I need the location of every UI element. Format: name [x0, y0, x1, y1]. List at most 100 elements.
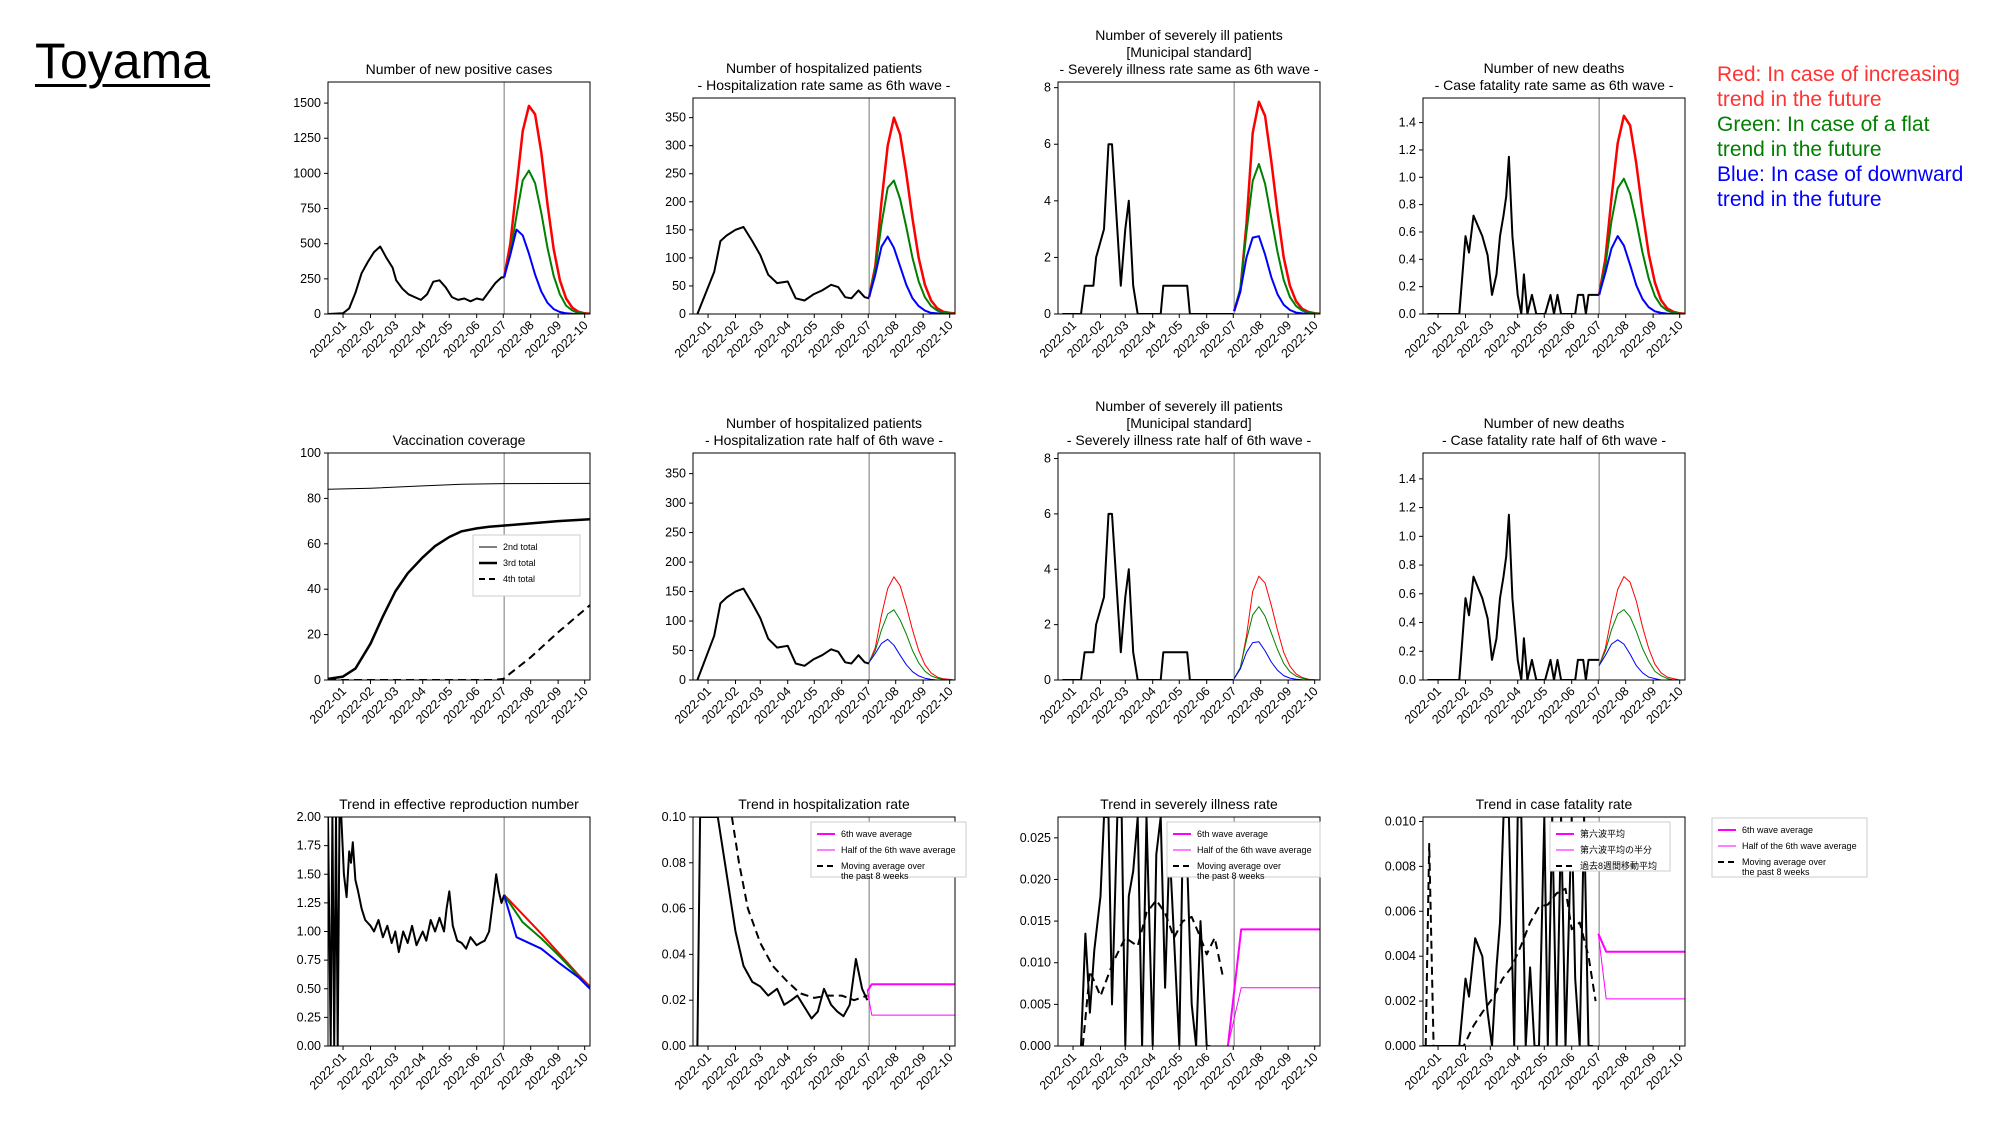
y-tick-label: 750 [300, 202, 321, 216]
legend-note-blue: Blue: In case of downward trend in the f… [1717, 163, 1964, 211]
y-tick-label: 0.020 [1020, 872, 1051, 886]
y-tick-label: 100 [665, 614, 686, 628]
series-line [1233, 575, 1320, 680]
legend-label: 6th wave average [1197, 829, 1268, 839]
color-legend-note: Red: In case of increasing trend in the … [1717, 62, 1963, 212]
legend-label: 6th wave average [1742, 825, 1813, 835]
y-tick-label: 0.0 [1399, 673, 1416, 687]
plot-frame [327, 816, 591, 1047]
legend-label: 3rd total [503, 558, 536, 568]
y-tick-label: 1.4 [1399, 116, 1416, 130]
y-tick-label: 0.008 [1385, 859, 1416, 873]
series-line [730, 817, 868, 1002]
y-tick-label: 8 [1044, 452, 1051, 466]
series-line [1062, 512, 1234, 680]
series-line [503, 894, 590, 988]
y-tick-label: 0.75 [297, 953, 321, 967]
series-line [1233, 641, 1315, 680]
series-line [328, 817, 506, 1046]
series-line [503, 894, 590, 990]
series-line [1233, 235, 1315, 314]
y-tick-label: 0.00 [297, 1039, 321, 1053]
y-tick-label: 300 [665, 139, 686, 153]
chart-p12: Number of hospitalized patients- Hospita… [665, 60, 956, 361]
y-tick-label: 4 [1044, 194, 1051, 208]
chart-title: Trend in severely illness rate [1100, 796, 1278, 812]
series-line [868, 609, 955, 680]
chart-title: - Severely illness rate same as 6th wave… [1059, 61, 1318, 77]
y-tick-label: 350 [665, 467, 686, 481]
y-tick-label: 0.002 [1385, 994, 1416, 1008]
plot-frame [692, 97, 956, 315]
legend-label: 過去8週間移動平均 [1580, 860, 1657, 871]
chart-p31: Trend in effective reproduction number 0.… [297, 796, 591, 1093]
legend-label: Moving average over [841, 861, 925, 871]
legend-label: the past 8 weeks [1197, 871, 1265, 881]
series-line [1232, 100, 1320, 314]
y-tick-label: 200 [665, 195, 686, 209]
chart-p23: Number of severely ill patients[Municipa… [1037, 398, 1321, 727]
series-line [868, 638, 950, 680]
chart-title: Number of severely ill patients [1095, 27, 1283, 43]
y-tick-label: 8 [1044, 81, 1051, 95]
series-line [328, 245, 505, 314]
chart-legend [1166, 821, 1321, 878]
legend-label: 2nd total [503, 542, 538, 552]
y-tick-label: 6 [1044, 137, 1051, 151]
plot-frame [1422, 452, 1686, 681]
series-line [868, 235, 950, 314]
series-line [1427, 155, 1600, 314]
series-line [503, 169, 590, 314]
plot-frame [692, 452, 956, 681]
y-tick-label: 0.025 [1020, 831, 1051, 845]
y-tick-label: 150 [665, 223, 686, 237]
standalone-legend [1711, 817, 1868, 878]
page-title: Toyama [35, 33, 211, 89]
y-tick-label: 250 [665, 167, 686, 181]
y-tick-label: 250 [665, 526, 686, 540]
y-tick-label: 0.8 [1399, 198, 1416, 212]
legend-note-red: Red: In case of increasing trend in the … [1717, 63, 1960, 111]
chart-title: Vaccination coverage [393, 432, 526, 448]
y-tick-label: 0.010 [1020, 956, 1051, 970]
y-tick-label: 0.2 [1399, 280, 1416, 294]
y-tick-label: 0.006 [1385, 904, 1416, 918]
series-line [1597, 933, 1685, 1000]
chart-title: Trend in case fatality rate [1476, 796, 1633, 812]
series-line [1423, 817, 1593, 1046]
y-tick-label: 80 [307, 491, 321, 505]
y-tick-label: 0.02 [662, 993, 686, 1007]
legend-note-green: Green: In case of a flat trend in the fu… [1717, 113, 1930, 161]
y-tick-label: 0.08 [662, 856, 686, 870]
chart-title: - Severely illness rate half of 6th wave… [1067, 432, 1312, 448]
series-line [1598, 235, 1680, 314]
y-tick-label: 0.6 [1399, 587, 1416, 601]
chart-p22: Number of hospitalized patients- Hospita… [665, 415, 956, 727]
y-tick-label: 0 [314, 307, 321, 321]
y-tick-label: 1.50 [297, 867, 321, 881]
chart-title: Number of severely ill patients [1095, 398, 1283, 414]
series-line [1598, 639, 1680, 680]
legend-label: 4th total [503, 574, 535, 584]
chart-title: Trend in effective reproduction number [339, 796, 579, 812]
chart-title: Trend in hospitalization rate [738, 796, 910, 812]
y-tick-label: 1.25 [297, 896, 321, 910]
series-line [866, 983, 955, 992]
legend-label: 第六波平均 [1580, 828, 1625, 839]
legend-label: the past 8 weeks [1742, 867, 1810, 877]
chart-title: - Hospitalization rate half of 6th wave … [705, 432, 943, 448]
y-tick-label: 1000 [293, 166, 321, 180]
y-tick-label: 0.4 [1399, 616, 1416, 630]
y-tick-label: 0.004 [1385, 949, 1416, 963]
y-tick-label: 1.75 [297, 839, 321, 853]
series-line [867, 116, 955, 314]
y-tick-label: 0 [314, 673, 321, 687]
y-tick-label: 0.000 [1020, 1039, 1051, 1053]
y-tick-label: 40 [307, 582, 321, 596]
legend-label: Half of the 6th wave average [1742, 841, 1857, 851]
y-tick-label: 20 [307, 628, 321, 642]
chart-title: - Hospitalization rate same as 6th wave … [698, 77, 951, 93]
y-tick-label: 0.0 [1399, 307, 1416, 321]
chart-title: Number of hospitalized patients [726, 60, 922, 76]
legend-label: Half of the 6th wave average [1197, 845, 1312, 855]
